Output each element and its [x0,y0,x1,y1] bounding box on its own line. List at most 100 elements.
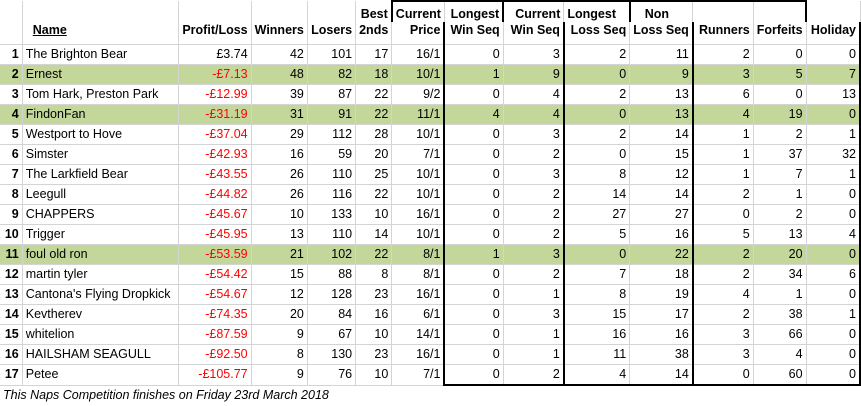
rank-cell: 7 [0,164,23,185]
rank-cell: 15 [0,324,23,345]
best-price-header-top: Best [355,1,393,22]
current-win-seq-cell: 0 [443,84,504,105]
forfeits-cell: 4 [753,344,807,365]
current-loss-seq-cell: 4 [563,364,631,386]
player-name-cell: The Brighton Bear [22,44,180,65]
current-win-seq-cell: 0 [443,164,504,185]
non-runners-cell: 0 [692,364,754,386]
current-loss-seq-cell: 0 [563,64,631,85]
longest-loss-seq-cell: 16 [629,324,694,345]
winners-cell: 42 [251,44,308,65]
current-win-header-bottom: Win Seq [443,22,504,45]
current-win-seq-cell: 0 [443,364,504,386]
rank-cell: 5 [0,124,23,145]
best-price-cell: 10/1 [391,164,445,185]
profit-loss-cell: -£74.35 [178,304,252,325]
player-name-cell: Tom Hark, Preston Park [22,84,180,105]
rank-cell: 8 [0,184,23,205]
profit-loss-cell: -£43.55 [178,164,252,185]
longest-loss-seq-cell: 17 [629,304,694,325]
winners-cell: 15 [251,264,308,285]
holiday-cell: 1 [806,304,861,325]
player-name-cell: Petee [22,364,180,386]
longest-win-seq-cell: 1 [503,344,565,365]
longest-loss-seq-cell: 12 [629,164,694,185]
best-price-cell: 16/1 [391,44,445,65]
player-name-cell: Kevtherev [22,304,180,325]
forfeits-cell: 1 [753,284,807,305]
forfeits-cell: 20 [753,244,807,265]
table-row: 7 The Larkfield Bear -£43.55 26 110 25 10/1 0 3 8… [0,164,861,185]
non-runners-cell: 6 [692,84,754,105]
current-loss-seq-cell: 8 [563,164,631,185]
current-loss-seq-cell: 2 [563,44,631,65]
current-loss-seq-cell: 2 [563,124,631,145]
holiday-cell: 7 [806,64,861,85]
non-runners-cell: 2 [692,44,754,65]
name-header: Name [22,22,180,45]
longest-loss-seq-cell: 14 [629,184,694,205]
table-row: 3 Tom Hark, Preston Park -£12.99 39 87 22 9/2 0… [0,84,861,105]
current-win-seq-cell: 0 [443,284,504,305]
current-win-seq-cell: 0 [443,184,504,205]
seconds-cell: 20 [355,144,393,165]
current-win-seq-cell: 4 [443,104,504,125]
winners-header: Winners [251,22,308,45]
profit-loss-cell: -£31.19 [178,104,252,125]
best-price-cell: 16/1 [391,284,445,305]
rank-cell: 11 [0,244,23,265]
current-win-seq-cell: 0 [443,124,504,145]
holiday-cell: 0 [806,344,861,365]
current-loss-header-bottom: Loss Seq [563,22,631,45]
holiday-cell: 1 [806,124,861,145]
holiday-cell: 0 [806,364,861,386]
forfeits-cell: 7 [753,164,807,185]
forfeits-cell: 2 [753,204,807,225]
best-price-cell: 16/1 [391,204,445,225]
forfeits-cell: 0 [753,84,807,105]
current-win-header-top: Current [390,0,445,22]
forfeits-cell: 0 [753,44,807,65]
longest-loss-seq-cell: 13 [629,84,694,105]
seconds-cell: 22 [355,104,393,125]
winners-cell: 48 [251,64,308,85]
losers-cell: 128 [307,284,357,305]
longest-win-seq-cell: 9 [503,64,565,85]
forfeits-header: Forfeits [753,22,807,45]
non-runners-cell: 2 [692,244,754,265]
player-name-cell: HAILSHAM SEAGULL [22,344,180,365]
table-row: 13 Cantona's Flying Dropkick -£54.67 12 128 2… [0,284,861,305]
seconds-cell: 18 [355,64,393,85]
longest-loss-seq-cell: 19 [629,284,694,305]
forfeits-cell: 13 [753,224,807,245]
longest-loss-seq-cell: 14 [629,364,694,386]
non-runners-header-top: Non [629,0,694,22]
current-loss-seq-cell: 8 [563,284,631,305]
best-price-cell: 10/1 [391,64,445,85]
rank-cell: 2 [0,64,23,85]
best-price-cell: 16/1 [391,344,445,365]
seconds-cell: 28 [355,124,393,145]
non-runners-cell: 2 [692,304,754,325]
table-row: 12 martin tyler -£54.42 15 88 8 8/1 0 2 7 18 2 34 6 [0,264,861,285]
forfeits-cell: 37 [753,144,807,165]
holiday-cell: 0 [806,184,861,205]
holiday-cell: 6 [806,264,861,285]
longest-win-seq-cell: 3 [503,164,565,185]
holiday-cell: 0 [806,104,861,125]
table-row: 14 Kevtherev -£74.35 20 84 16 6/1 0 3 15 17 2 38 1 [0,304,861,325]
current-win-seq-cell: 0 [443,224,504,245]
forfeits-cell: 1 [753,184,807,205]
losers-cell: 133 [307,204,357,225]
profit-loss-cell: -£92.50 [178,344,252,365]
losers-cell: 112 [307,124,357,145]
best-price-cell: 14/1 [391,324,445,345]
longest-win-seq-cell: 2 [503,224,565,245]
seconds-cell: 10 [355,364,393,386]
losers-cell: 91 [307,104,357,125]
rank-cell: 13 [0,284,23,305]
non-runners-cell: 5 [692,224,754,245]
holiday-cell: 1 [806,164,861,185]
longest-loss-seq-cell: 14 [629,124,694,145]
longest-win-seq-cell: 3 [503,44,565,65]
